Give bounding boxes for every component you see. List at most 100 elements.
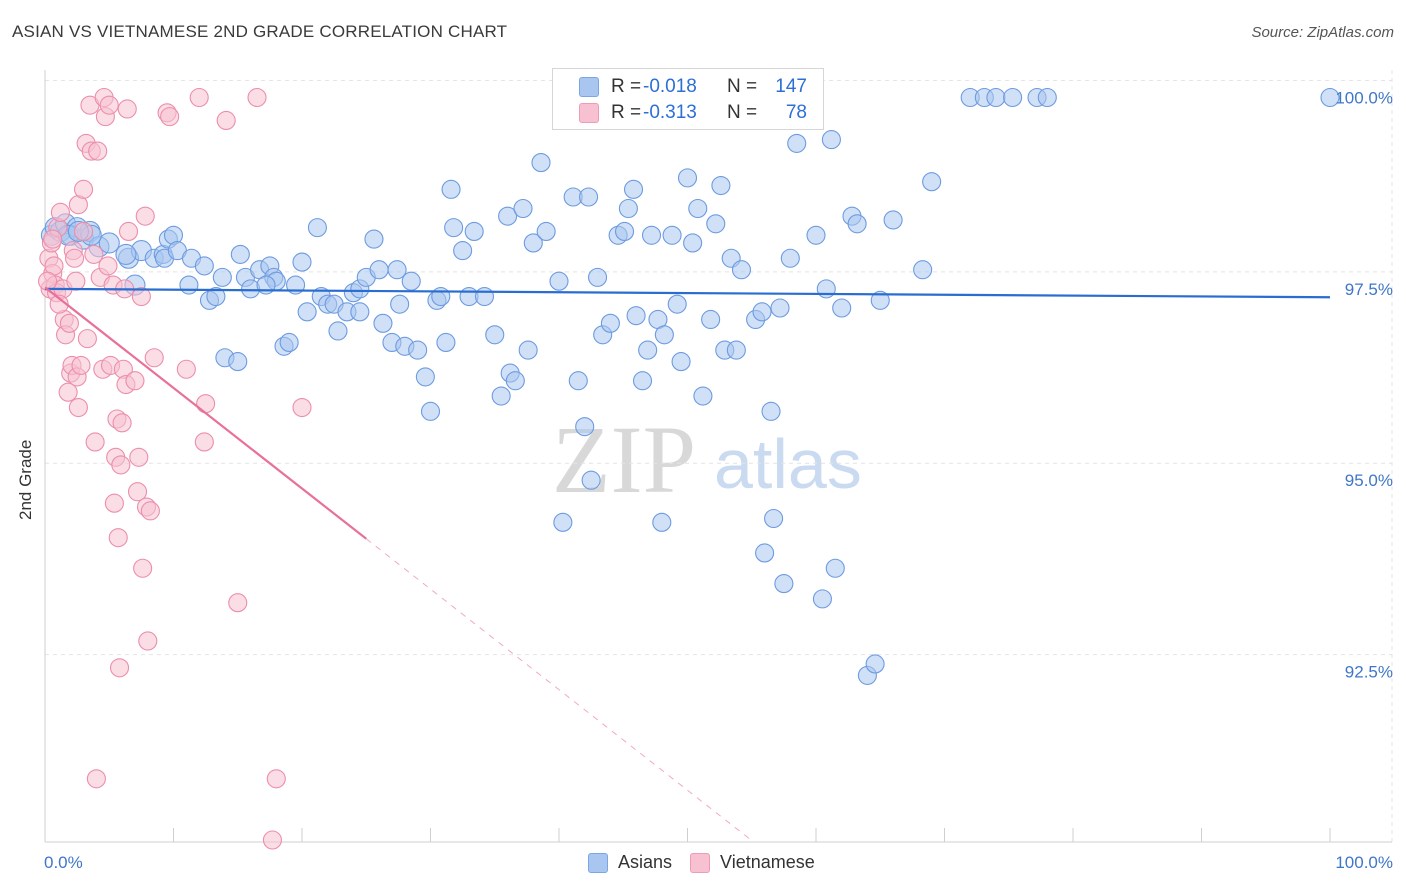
vietnamese-point [292,397,312,418]
asian-point [536,221,556,242]
asian-point [401,271,421,291]
asian-point [230,244,250,264]
n-label: N = [727,102,758,123]
asian-point [632,371,653,391]
asian-point [518,340,538,360]
vietnamese-point [138,631,158,651]
asian-point [761,401,781,421]
vietnamese-point [247,87,267,108]
vietnamese-point [68,397,88,418]
vietnamese-point [109,658,130,678]
n-value: 147 [775,76,807,97]
asian-point [623,179,644,199]
points-layer [38,87,1340,850]
y-tick-label: 95.0% [1345,471,1393,490]
vietnamese-point [43,229,63,249]
x-tick-label: 0.0% [44,853,83,872]
x-tick-label: 100.0% [1335,853,1393,872]
asian-point [774,574,794,594]
vietnamese-point [50,202,70,222]
asian-point [641,225,662,245]
y-tick-label: 92.5% [1345,663,1393,682]
asian-point [581,470,601,490]
asian-point [568,371,588,391]
asian-point [671,352,691,372]
asian-point [825,558,845,578]
asian-point [390,294,410,314]
vietnamese-point [196,394,216,414]
asian-point [292,252,312,272]
asian-point [922,172,942,192]
asian-point [297,302,317,322]
chart-title: ASIAN VS VIETNAMESE 2ND GRADE CORRELATIO… [12,22,508,41]
asian-point [618,198,638,219]
asian-point [683,233,703,253]
vietnamese-point [117,99,137,119]
asian-point [579,187,599,207]
legend-label-asians: Asians [618,852,673,872]
asian-point [279,332,299,352]
vietnamese-point [228,593,248,613]
asian-point [194,256,214,276]
legend-item-vietnamese[interactable]: Vietnamese [690,852,815,873]
vietnamese-point [112,413,132,433]
vietnamese-point [176,359,196,379]
asian-point [913,260,933,280]
tick-label-layer: 100.0% 97.5% 95.0% 92.5% 0.0% 100.0% [44,89,1393,873]
vietnamese-point [111,455,131,475]
watermark: ZIP atlas [552,406,862,513]
series-legend: Asians Vietnamese [588,852,815,873]
vietnamese-point [58,382,78,402]
asian-point [652,512,672,532]
vietnamese-point [140,501,160,521]
asian-point [485,325,505,345]
legend-item-asians[interactable]: Asians [588,852,672,873]
asian-point [770,298,790,318]
asian-point [373,313,393,333]
stats-row-vietnamese: R = -0.313 N = 78 [579,102,807,124]
asian-point [780,248,800,268]
trend-layer [44,286,1331,841]
n-value: 78 [785,102,807,123]
asian-point [847,214,867,234]
asian-point [436,332,456,352]
vietnamese-swatch [690,852,711,873]
asian-point [415,367,435,387]
vietnamese-point [98,256,118,276]
asian-point [832,298,852,318]
vietnamese-swatch [579,103,599,123]
vietnamese-point [262,830,282,850]
asian-point [865,654,885,674]
asian-point [364,229,384,249]
vietnamese-trend-line [44,286,367,540]
vietnamese-point [194,432,214,452]
asian-point [523,233,543,253]
asian-point [441,179,461,199]
asian-point [491,386,511,406]
asian-point [328,321,348,341]
r-value: -0.313 [643,102,697,123]
y-tick-label: 100.0% [1335,89,1393,108]
asian-point [654,325,674,345]
legend-label-vietnamese: Vietnamese [720,852,815,872]
vietnamese-point [74,221,94,242]
vietnamese-point [108,528,128,548]
vietnamese-point [125,371,145,391]
vietnamese-point [104,493,124,513]
asian-point [726,340,746,360]
vietnamese-point [59,313,79,333]
asians-trend-line [44,287,1331,299]
asian-point [806,225,826,245]
asian-point [764,508,784,529]
vietnamese-point [144,348,164,368]
vietnamese-point [85,432,105,452]
asian-point [614,221,635,242]
asian-point [600,313,620,333]
vietnamese-point [133,558,153,578]
vietnamese-point [38,271,58,291]
r-label: R = [611,102,642,123]
asian-point [701,309,721,330]
asian-point [350,302,370,322]
watermark-atlas: atlas [714,425,862,503]
asian-point [369,260,389,280]
